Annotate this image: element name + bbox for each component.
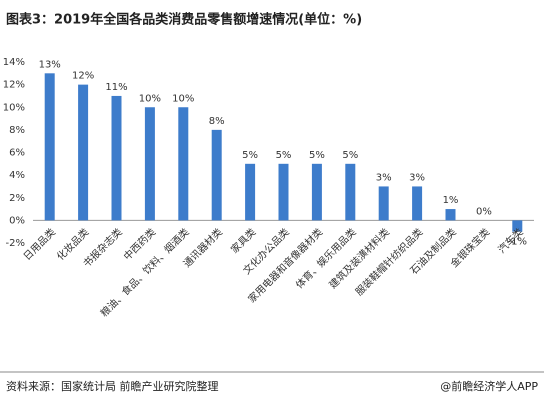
value-label: 5% [242, 150, 258, 161]
value-label: 11% [105, 82, 127, 93]
bar [512, 220, 523, 232]
bar [144, 107, 155, 221]
value-label: 13% [39, 59, 61, 70]
value-label: 1% [443, 195, 459, 206]
bar [44, 73, 55, 221]
y-tick-label: 4% [9, 170, 25, 181]
bar [278, 163, 289, 221]
y-tick-label: 6% [9, 148, 25, 159]
value-label: 5% [342, 150, 358, 161]
value-label: 10% [139, 93, 161, 104]
value-label: 12% [72, 71, 94, 82]
value-label: 0% [476, 206, 492, 217]
bar [378, 186, 389, 221]
x-tick-label: 日用品类 [20, 225, 57, 262]
x-tick-label: 家具类 [228, 225, 258, 255]
bar [311, 163, 322, 221]
bar [178, 107, 189, 221]
y-tick-label: 10% [3, 102, 25, 113]
y-tick-label: 14% [3, 57, 25, 68]
y-tick-label: 0% [9, 215, 25, 226]
bar [245, 163, 256, 221]
y-tick-label: 8% [9, 125, 25, 136]
bar [78, 84, 89, 221]
value-label: -1% [508, 237, 527, 248]
y-tick-label: 2% [9, 193, 25, 204]
bar [412, 186, 423, 221]
bar [345, 163, 356, 221]
bar [445, 209, 456, 221]
chart-title: 图表3：2019年全国各品类消费品零售额增速情况(单位：%) [6, 12, 362, 28]
value-label: 10% [172, 93, 194, 104]
bar [111, 95, 122, 221]
value-label: 5% [276, 150, 292, 161]
credit: @前瞻经济学人APP [440, 379, 538, 393]
value-label: 3% [409, 172, 425, 183]
x-tick-label: 体育、娱乐用品类 [293, 225, 359, 291]
source: 资料来源：国家统计局 前瞻产业研究院整理 [6, 379, 219, 393]
y-tick-label: -2% [6, 238, 25, 249]
value-label: 5% [309, 150, 325, 161]
y-tick-label: 12% [3, 80, 25, 91]
value-label: 3% [376, 172, 392, 183]
bar [211, 129, 222, 221]
value-label: 8% [209, 116, 225, 127]
x-tick-label: 建筑及装潢材料类 [326, 225, 392, 291]
